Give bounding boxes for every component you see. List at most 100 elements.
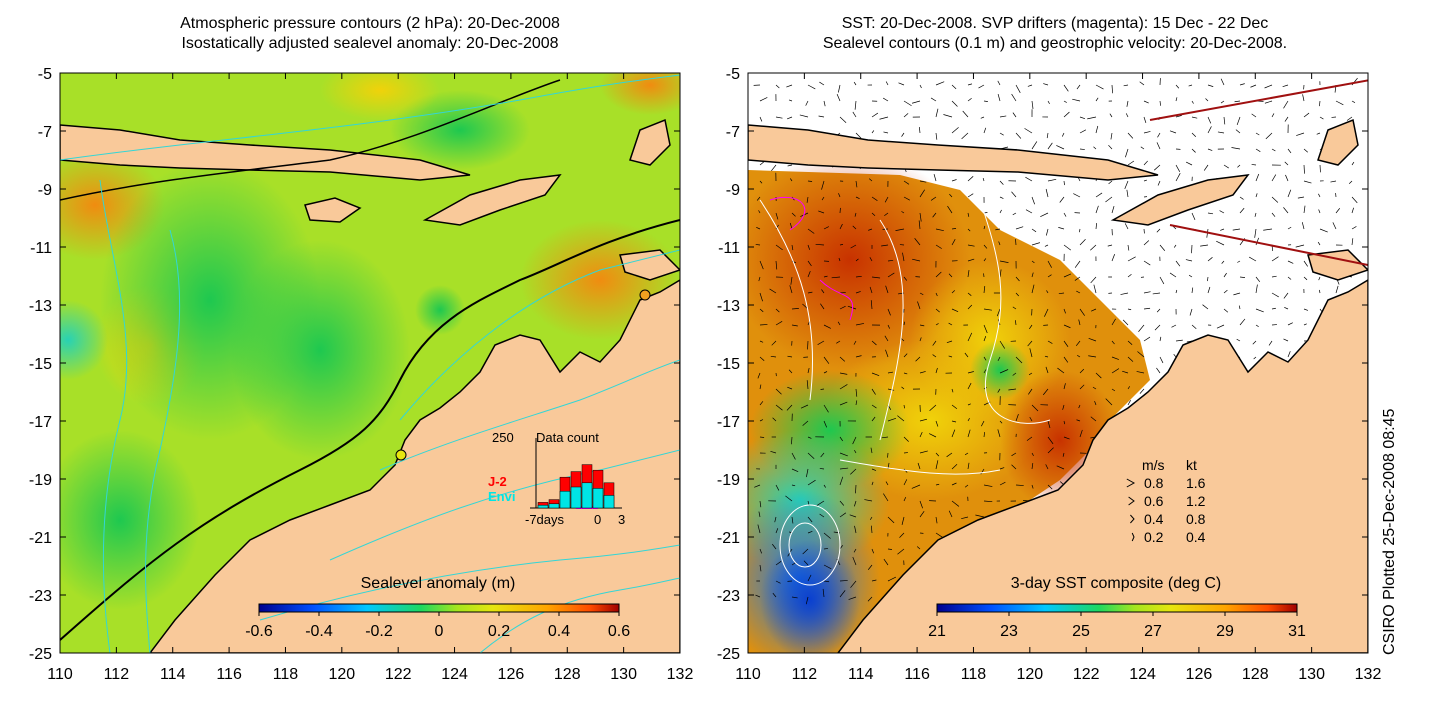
velocity-arrow [1090, 308, 1097, 312]
velocity-arrow [1031, 452, 1034, 456]
velocity-arrow [932, 212, 937, 218]
velocity-arrow [855, 258, 859, 262]
velocity-arrow [1047, 142, 1053, 150]
velocity-arrow [1043, 83, 1049, 86]
velocity-arrow [1188, 274, 1193, 278]
velocity-arrow [932, 354, 937, 358]
velocity-arrow [1283, 100, 1289, 109]
velocity-arrow [1285, 174, 1289, 182]
sealevel-contour [759, 199, 813, 401]
velocity-arrow [933, 174, 937, 182]
velocity-arrow [983, 308, 992, 311]
left-y-tick-label: -17 [29, 414, 52, 431]
velocity-arrow [943, 114, 953, 118]
velocity-arrow [871, 196, 878, 201]
velocity-arrow [1095, 205, 1099, 214]
velocity-arrow [1284, 161, 1289, 166]
velocity-arrow [1031, 141, 1038, 150]
velocity-arrow [1076, 84, 1081, 90]
velocity-arrow [1111, 368, 1120, 374]
velocity-arrow [1191, 212, 1196, 221]
velocity-arrow [1202, 304, 1209, 310]
velocity-arrow [1191, 148, 1196, 153]
velocity-arrow [755, 594, 761, 598]
velocity-arrow [871, 276, 881, 279]
velocity-arrow [983, 127, 987, 134]
velocity-arrow [791, 244, 794, 251]
velocity-arrow [887, 272, 895, 278]
velocity-arrow [1159, 244, 1166, 252]
velocity-arrow [771, 340, 777, 346]
velocity-arrow [823, 371, 828, 374]
velocity-arrow [1111, 253, 1116, 262]
pressure-contour [99, 179, 128, 653]
velocity-arrow [967, 176, 974, 182]
velocity-arrow [951, 179, 957, 182]
velocity-arrow [791, 308, 799, 310]
velocity-arrow [1110, 132, 1113, 140]
velocity-arrow [1234, 100, 1241, 103]
velocity-arrow [854, 450, 857, 454]
velocity-arrow [997, 429, 1001, 438]
velocity-arrow [1024, 128, 1033, 134]
inset-bar-envi [559, 490, 571, 509]
velocity-arrow [1139, 81, 1145, 86]
velocity-arrow [839, 305, 846, 310]
velocity-arrow [1122, 319, 1129, 326]
left-colorbar-tick-label: -0.4 [305, 623, 333, 640]
velocity-arrow [919, 337, 922, 342]
velocity-arrow [919, 180, 927, 183]
velocity-arrow [1231, 147, 1241, 150]
velocity-arrow [983, 225, 986, 230]
velocity-arrow [887, 308, 891, 316]
velocity-arrow [903, 353, 908, 358]
legend-rows: 0.8 1.6 0.6 1.2 0.4 0.8 0.2 0.4 [1126, 475, 1206, 545]
left-x-tick-label: 112 [104, 666, 130, 683]
velocity-arrow [758, 276, 761, 282]
right-y-tick-label: -25 [717, 646, 740, 663]
velocity-arrow [1045, 228, 1049, 236]
velocity-arrow [999, 115, 1007, 118]
velocity-arrow [754, 484, 761, 488]
velocity-arrow [850, 468, 857, 475]
velocity-arrow [999, 340, 1006, 349]
left-x-tick-label: 128 [554, 666, 581, 683]
velocity-arrow [1157, 132, 1161, 138]
velocity-arrow [791, 212, 796, 217]
velocity-arrow [1191, 324, 1197, 329]
velocity-arrow [951, 100, 958, 107]
velocity-arrow [1111, 84, 1113, 94]
velocity-arrow [871, 416, 876, 422]
velocity-arrow [789, 178, 793, 182]
velocity-arrow [815, 243, 825, 246]
velocity-arrow [1079, 384, 1085, 390]
velocity-arrow [1173, 353, 1177, 358]
velocity-arrow [1087, 116, 1097, 120]
velocity-arrow [1303, 164, 1305, 174]
velocity-arrow [1028, 388, 1033, 395]
velocity-arrow [967, 212, 970, 217]
sla-anomaly-blob [390, 90, 530, 170]
velocity-arrow [1223, 289, 1228, 294]
island [1317, 118, 1359, 166]
velocity-arrow [935, 483, 940, 486]
velocity-arrow [1159, 276, 1165, 285]
velocity-arrow [1271, 174, 1277, 182]
velocity-arrow [1303, 276, 1308, 281]
velocity-arrow [871, 340, 877, 346]
velocity-arrow [1156, 228, 1161, 233]
right-colorbar-tick-label: 31 [1288, 623, 1306, 640]
velocity-arrow [1045, 464, 1049, 470]
left-y-tick-label: -15 [29, 356, 52, 373]
velocity-arrow [1303, 180, 1312, 184]
velocity-arrow [757, 372, 761, 379]
velocity-arrow [983, 484, 993, 487]
velocity-arrow [919, 510, 925, 518]
left-x-tick-label: 110 [47, 666, 73, 683]
velocity-arrow [919, 212, 922, 222]
velocity-arrow [1062, 452, 1065, 457]
sealevel-contour [839, 459, 1001, 475]
velocity-arrow [807, 452, 815, 459]
left-colorbar-tick-label: 0 [435, 623, 444, 640]
velocity-arrow [1207, 276, 1209, 282]
